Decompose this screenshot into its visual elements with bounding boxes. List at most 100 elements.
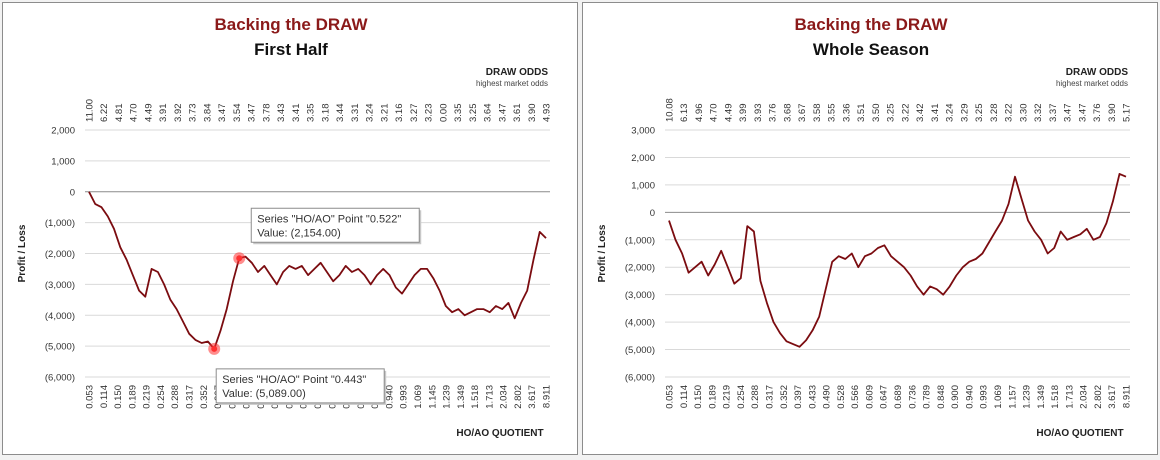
secondary-x-tick-label: 3.31: [350, 104, 361, 123]
x-tick-label: 0.288: [750, 385, 761, 409]
x-tick-label: 2.034: [1079, 385, 1090, 409]
x-tick-label: 0.189: [707, 385, 718, 409]
secondary-x-tick-label: 3.47: [217, 104, 228, 123]
x-tick-label: 0.689: [893, 385, 904, 409]
y-tick-label: (3,000): [45, 280, 75, 291]
x-axis-label: HO/AO QUOTIENT: [1036, 428, 1123, 439]
y-tick-label: 1,000: [631, 180, 655, 191]
x-tick-label: 0.609: [864, 385, 875, 409]
x-tick-label: 0.219: [722, 385, 733, 409]
secondary-x-tick-label: 4.96: [694, 104, 705, 123]
secondary-x-tick-label: 3.47: [497, 104, 508, 123]
x-tick-label: 0.433: [807, 385, 818, 409]
x-tick-label: 1.518: [470, 385, 481, 409]
y-tick-label: 2,000: [631, 153, 655, 164]
x-axis-label: HO/AO QUOTIENT: [456, 428, 543, 439]
secondary-x-tick-label: 4.81: [114, 104, 125, 123]
y-tick-label: (2,000): [625, 263, 655, 274]
x-tick-label: 0.317: [184, 385, 195, 409]
x-tick-label: 0.352: [199, 385, 210, 409]
secondary-x-tick-label: 3.76: [1092, 104, 1103, 123]
secondary-x-tick-label: 4.70: [129, 104, 140, 123]
x-tick-label: 0.317: [764, 385, 775, 409]
secondary-x-tick-label: 3.51: [856, 104, 867, 123]
secondary-x-tick-label: 3.47: [1077, 104, 1088, 123]
secondary-axis-title: DRAW ODDS: [1066, 67, 1129, 78]
x-tick-label: 0.254: [156, 385, 167, 409]
x-tick-label: 1.713: [1064, 385, 1075, 409]
tooltip-series: Series "HO/AO" Point "0.522": [257, 213, 401, 225]
chart-svg: Backing the DRAW Whole Season DRAW ODDShig…: [597, 15, 1133, 439]
secondary-x-tick-label: 6.13: [679, 104, 690, 123]
chart-title: Backing the DRAW: [794, 15, 948, 34]
x-tick-label: 0.490: [822, 385, 833, 409]
secondary-x-tick-label: 3.29: [959, 104, 970, 123]
x-tick-label: 0.993: [979, 385, 990, 409]
y-tick-label: (1,000): [45, 218, 75, 229]
secondary-x-tick-label: 3.25: [886, 104, 897, 123]
x-tick-label: 0.566: [850, 385, 861, 409]
secondary-x-tick-label: 3.37: [1048, 104, 1059, 123]
y-tick-label: (5,000): [625, 345, 655, 356]
secondary-x-tick-label: 3.58: [812, 104, 823, 123]
secondary-x-tick-label: 3.24: [365, 104, 376, 123]
secondary-x-tick-label: 4.49: [723, 104, 734, 123]
secondary-x-tick-label: 4.93: [542, 104, 553, 123]
x-tick-label: 2.802: [513, 385, 524, 409]
x-tick-label: 0.189: [127, 385, 138, 409]
x-tick-label: 8.911: [1122, 385, 1133, 408]
highlight-point-core: [236, 255, 243, 262]
chart-subtitle: First Half: [254, 40, 328, 59]
chart-subtitle: Whole Season: [813, 40, 929, 59]
secondary-x-tick-label: 3.90: [1107, 104, 1118, 123]
x-tick-label: 0.254: [736, 385, 747, 409]
y-tick-label: 0: [70, 187, 75, 198]
secondary-x-tick-label: 3.68: [782, 104, 793, 123]
secondary-x-tick-label: 3.44: [335, 104, 346, 123]
secondary-x-tick-label: 3.25: [468, 104, 479, 123]
secondary-x-tick-label: 3.35: [306, 104, 317, 123]
secondary-x-tick-label: 11.00: [85, 99, 96, 122]
secondary-x-tick-label: 6.22: [99, 104, 110, 123]
secondary-x-tick-label: 3.22: [1004, 104, 1015, 123]
secondary-x-tick-label: 3.91: [158, 104, 169, 123]
secondary-x-tick-label: 3.73: [188, 104, 199, 123]
x-tick-label: 0.219: [142, 385, 153, 409]
secondary-x-tick-label: 3.92: [173, 104, 184, 123]
secondary-x-tick-label: 3.47: [247, 104, 258, 123]
secondary-x-tick-label: 3.43: [276, 104, 287, 123]
x-tick-label: 3.617: [1107, 385, 1118, 409]
secondary-x-tick-label: 3.22: [900, 104, 911, 123]
tooltip-box: [250, 207, 420, 243]
secondary-x-tick-label: 3.35: [453, 104, 464, 123]
x-tick-label: 2.034: [499, 385, 510, 409]
x-tick-label: 0.789: [922, 385, 933, 409]
secondary-x-tick-label: 3.67: [797, 104, 808, 123]
secondary-x-tick-label: 3.41: [930, 104, 941, 123]
y-tick-label: (5,000): [45, 342, 75, 353]
y-tick-label: (4,000): [45, 311, 75, 322]
x-tick-label: 2.802: [1093, 385, 1104, 409]
secondary-x-tick-label: 3.50: [871, 104, 882, 123]
secondary-axis-subtitle: highest market odds: [476, 79, 548, 88]
x-tick-label: 1.518: [1050, 385, 1061, 409]
y-tick-label: 1,000: [51, 156, 75, 167]
x-tick-label: 1.069: [413, 385, 424, 409]
secondary-x-tick-label: 3.61: [512, 104, 523, 123]
chart-title: Backing the DRAW: [214, 15, 368, 34]
chart-whole-season: Backing the DRAW Whole Season DRAW ODDS hig…: [582, 2, 1158, 455]
x-tick-label: 1.239: [1022, 385, 1033, 409]
secondary-x-tick-label: 3.78: [261, 104, 272, 123]
x-tick-label: 0.114: [679, 385, 690, 408]
x-tick-label: 0.848: [936, 385, 947, 409]
secondary-x-tick-label: 5.17: [1122, 104, 1133, 123]
x-tick-label: 0.940: [964, 385, 975, 409]
x-tick-label: 0.528: [836, 385, 847, 409]
secondary-x-tick-label: 3.55: [827, 104, 838, 123]
secondary-x-tick-label: 3.16: [394, 104, 405, 123]
secondary-x-tick-label: 3.28: [989, 104, 1000, 123]
tooltip-value: Value: (5,089.00): [222, 388, 306, 400]
secondary-x-tick-label: 3.32: [1033, 104, 1044, 123]
x-tick-label: 0.993: [399, 385, 410, 409]
y-axis-label: Profit / Loss: [17, 224, 28, 282]
